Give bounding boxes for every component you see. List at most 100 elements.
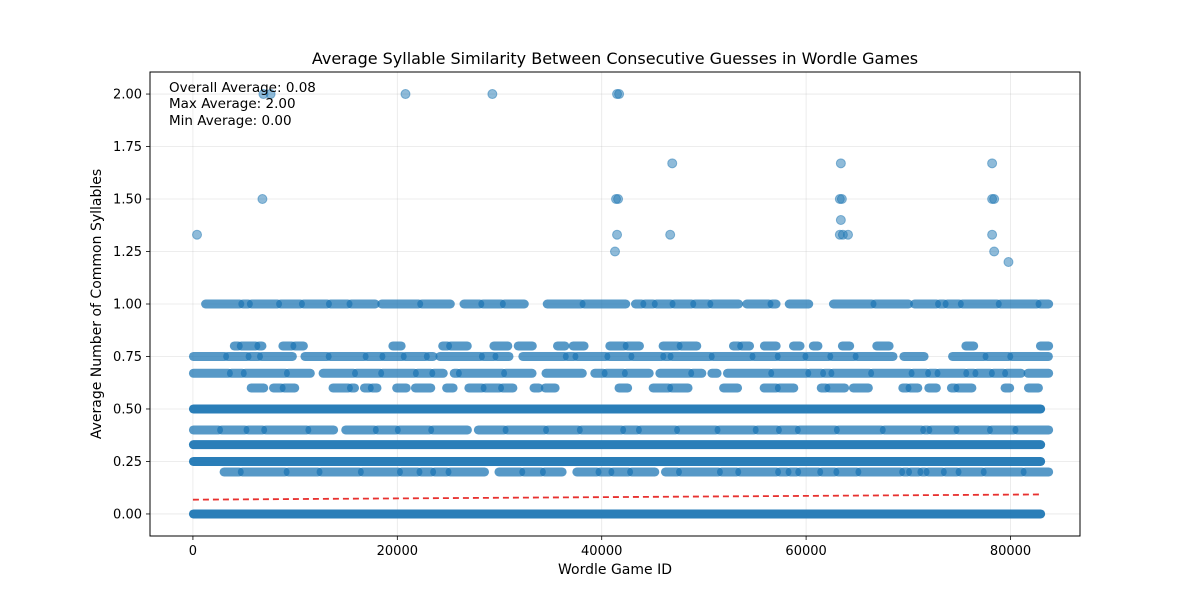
band-segment	[667, 351, 715, 361]
band-segment	[824, 383, 850, 393]
band-segment	[735, 467, 782, 477]
point-bands	[188, 299, 1054, 519]
band-segment	[628, 351, 667, 361]
band-segment	[1002, 368, 1026, 378]
band-segment	[388, 341, 406, 351]
band-segment	[827, 351, 859, 361]
band-segment	[995, 299, 1042, 309]
band-segment	[290, 341, 308, 351]
band-segment	[742, 299, 774, 309]
band-segment	[489, 341, 513, 351]
data-point	[843, 229, 854, 240]
band-segment	[394, 425, 435, 435]
band-segment	[924, 383, 941, 393]
band-segment	[708, 351, 756, 361]
data-point	[400, 89, 411, 100]
data-point	[1003, 257, 1014, 268]
band-segment	[325, 351, 369, 361]
data-point	[665, 229, 676, 240]
data-point	[987, 229, 998, 240]
band-segment	[1012, 425, 1054, 435]
band-segment	[392, 383, 411, 393]
data-point	[613, 194, 624, 205]
data-point	[614, 89, 625, 100]
band-segment	[759, 341, 781, 351]
band-segment	[614, 383, 633, 393]
band-segment	[519, 467, 546, 477]
band-segment	[283, 368, 315, 378]
band-segment	[828, 299, 877, 309]
band-segment	[240, 368, 290, 378]
band-segment	[459, 299, 485, 309]
band-segment	[707, 299, 744, 309]
band-segment	[1035, 341, 1054, 351]
x-axis-ticks: 0 20000 40000 60000 80000	[189, 536, 1031, 559]
band-segment	[540, 383, 560, 393]
data-point	[257, 194, 268, 205]
data-point	[612, 229, 623, 240]
band-segment	[784, 299, 814, 309]
y-tick-label: 0.00	[113, 507, 142, 522]
band-segment	[961, 341, 979, 351]
band-segment	[714, 425, 759, 435]
band-segment	[188, 425, 224, 435]
x-tick-label: 20000	[377, 544, 418, 559]
trend-line	[192, 493, 1042, 501]
band-segment	[188, 351, 230, 361]
band-segment	[749, 351, 781, 361]
y-tick-label: 0.50	[113, 402, 142, 417]
band-segment	[934, 368, 970, 378]
band-segment	[794, 425, 840, 435]
band-segment	[767, 299, 781, 309]
band-0_2	[219, 467, 1054, 477]
band-0_4	[188, 425, 1054, 435]
band-segment	[948, 351, 989, 361]
band-segment	[833, 467, 862, 477]
band-segment	[707, 368, 722, 378]
band-segment	[879, 425, 927, 435]
x-tick-label: 40000	[581, 544, 622, 559]
band-segment	[828, 368, 875, 378]
band-segment	[848, 383, 873, 393]
band-segment	[669, 299, 697, 309]
band-fill	[188, 456, 1046, 466]
band-segment	[346, 299, 380, 309]
min-average-annotation: Min Average: 0.00	[169, 113, 292, 129]
band-segment	[622, 341, 644, 351]
band-segment	[219, 467, 244, 477]
band-segment	[378, 368, 419, 378]
band-segment	[300, 351, 332, 361]
x-tick-label: 60000	[785, 544, 826, 559]
band-segment	[283, 467, 323, 477]
band-segment	[377, 299, 424, 309]
band-segment	[676, 341, 702, 351]
band-0	[188, 509, 1046, 519]
data-point	[487, 89, 498, 100]
band-segment	[605, 341, 629, 351]
band-segment	[775, 425, 801, 435]
band-segment	[237, 467, 290, 477]
x-tick-label: 80000	[990, 544, 1031, 559]
band-segment	[926, 425, 960, 435]
band-segment	[396, 467, 423, 477]
band-segment	[400, 351, 430, 361]
band-segment	[1023, 368, 1054, 378]
band-segment	[379, 351, 407, 361]
band-segment	[627, 467, 660, 477]
band-segment	[722, 368, 775, 378]
y-tick-label: 0.25	[113, 455, 142, 470]
y-tick-label: 0.75	[113, 350, 142, 365]
x-axis-label: Wordle Game ID	[558, 562, 672, 578]
band-segment	[719, 383, 743, 393]
band-segment	[870, 299, 913, 309]
band-fill	[188, 440, 1046, 450]
band-segment	[464, 383, 487, 393]
y-tick-label: 2.00	[113, 88, 142, 103]
band-segment	[529, 383, 544, 393]
band-segment	[201, 299, 245, 309]
band-segment	[362, 351, 386, 361]
band-segment	[716, 467, 742, 477]
band-segment	[795, 467, 824, 477]
band-segment	[608, 467, 634, 477]
